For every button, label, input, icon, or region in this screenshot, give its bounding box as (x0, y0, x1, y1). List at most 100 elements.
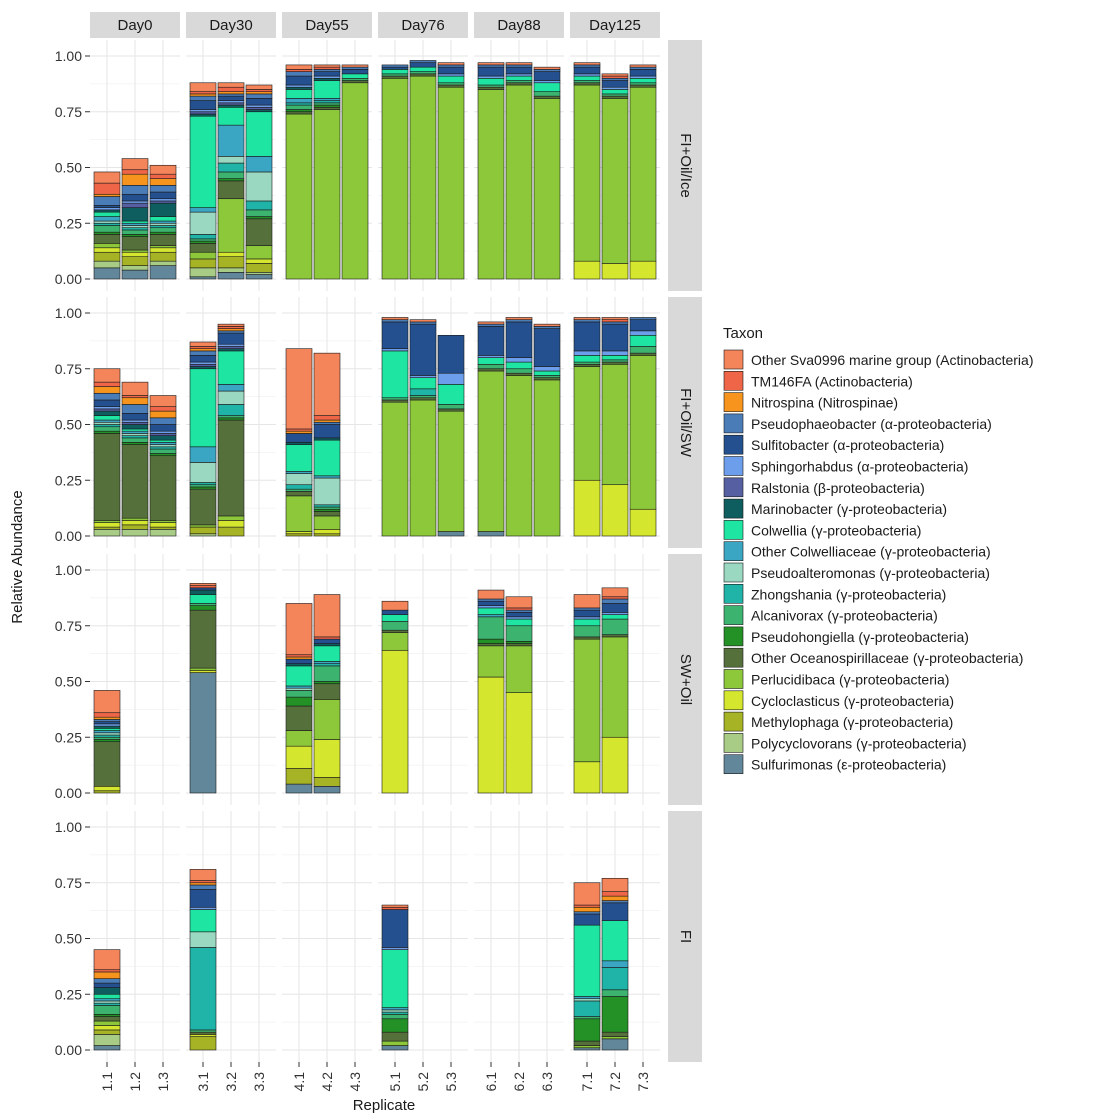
bar-segment (121, 169, 149, 175)
bar-segment (505, 643, 533, 647)
bar-segment (285, 768, 313, 785)
bar-segment (245, 258, 273, 264)
bar-segment (149, 424, 177, 432)
bar-segment (285, 109, 313, 113)
legend-item: Zhongshania (γ-proteobacteria) (723, 583, 946, 604)
bar-segment (437, 82, 465, 86)
bar-segment (121, 193, 149, 202)
bar-segment (573, 355, 601, 363)
bar-segment (121, 229, 149, 235)
bar-segment (313, 475, 341, 479)
bar-segment (93, 399, 121, 407)
legend-swatch (723, 541, 744, 562)
bar-segment (381, 350, 409, 399)
bar-segment (313, 69, 341, 72)
bar-segment (601, 902, 629, 921)
bar-segment (149, 448, 177, 454)
bar-segment (217, 162, 245, 173)
bar-segment (93, 949, 121, 971)
legend-label: Sulfurimonas (ε-proteobacteria) (751, 757, 946, 773)
bar-segment (93, 1045, 121, 1051)
bar-segment (121, 249, 149, 253)
bar-segment (217, 104, 245, 108)
bar-segment (313, 665, 341, 682)
bar-segment (217, 180, 245, 200)
legend: Taxon Other Sva0996 marine group (Actino… (723, 325, 1033, 775)
legend-label: Sphingorhabdus (α-proteobacteria) (751, 459, 968, 475)
bar-segment (189, 869, 217, 881)
bar-segment (93, 1016, 121, 1022)
bar-segment (93, 790, 121, 794)
bar-segment (217, 102, 245, 106)
bar-SW+Oil-4.2 (313, 594, 341, 794)
bar-FI+Oil/SW-3.2 (217, 323, 245, 537)
bar-segment (93, 408, 121, 412)
bar-segment (313, 102, 341, 106)
x-tick-label: 1.3 (155, 1072, 171, 1092)
bar-segment (93, 978, 121, 984)
column-strip-Day30: Day30 (186, 12, 276, 38)
column-strip-label: Day125 (589, 17, 641, 34)
bar-segment (285, 656, 313, 660)
bar-FI-7.1 (573, 882, 601, 1051)
bar-segment (381, 1007, 409, 1011)
bar-segment (245, 218, 273, 246)
bar-segment (505, 612, 533, 618)
bar-segment (217, 178, 245, 182)
legend-swatch (723, 370, 744, 391)
y-tick-label: 1.00 (55, 562, 82, 578)
bar-segment (93, 386, 121, 394)
y-tick-label: 0.50 (55, 160, 82, 176)
bar-segment (189, 258, 217, 269)
bar-segment (285, 428, 313, 432)
bar-segment (121, 227, 149, 231)
bar-segment (573, 84, 601, 262)
bar-segment (505, 317, 533, 320)
bar-segment (601, 598, 629, 604)
bar-segment (573, 1047, 601, 1051)
bar-segment (409, 321, 437, 325)
bar-segment (533, 326, 561, 329)
panel-FI-Day55 (282, 811, 372, 1062)
legend-label: Colwellia (γ-proteobacteria) (751, 522, 921, 538)
bar-segment (313, 638, 341, 644)
bar-segment (313, 683, 341, 700)
bar-segment (217, 251, 245, 258)
bar-segment (245, 98, 273, 106)
bar-segment (93, 690, 121, 714)
bar-segment (409, 377, 437, 390)
bar-SW+Oil-3.1 (189, 583, 217, 794)
bar-segment (217, 86, 245, 92)
bar-segment (121, 413, 149, 421)
bar-segment (189, 348, 217, 352)
bar-segment (93, 786, 121, 792)
bar-segment (629, 75, 657, 79)
bar-FI+Oil/SW-1.3 (149, 395, 177, 537)
bar-segment (313, 78, 341, 81)
bar-segment (409, 75, 437, 280)
bar-segment (285, 473, 313, 486)
bar-segment (189, 1034, 217, 1037)
bar-segment (505, 357, 533, 363)
bar-segment (93, 723, 121, 727)
bar-segment (477, 643, 505, 647)
bar-segment (149, 173, 177, 179)
bar-FI+Oil/Ice-4.1 (285, 64, 313, 280)
bar-SW+Oil-6.2 (505, 596, 533, 794)
bar-segment (437, 62, 465, 66)
bar-segment (121, 524, 149, 530)
bar-segment (601, 877, 629, 892)
bar-segment (573, 80, 601, 84)
bar-segment (313, 106, 341, 110)
x-tick-label: 6.1 (483, 1072, 499, 1092)
bar-segment (93, 719, 121, 722)
bar-segment (149, 417, 177, 425)
bar-segment (505, 62, 533, 66)
bar-segment (93, 1034, 121, 1046)
bar-segment (285, 495, 313, 532)
bar-segment (189, 361, 217, 365)
bar-segment (189, 341, 217, 347)
bar-segment (189, 446, 217, 463)
bar-segment (381, 317, 409, 320)
x-axis-title: Replicate (353, 1097, 416, 1114)
